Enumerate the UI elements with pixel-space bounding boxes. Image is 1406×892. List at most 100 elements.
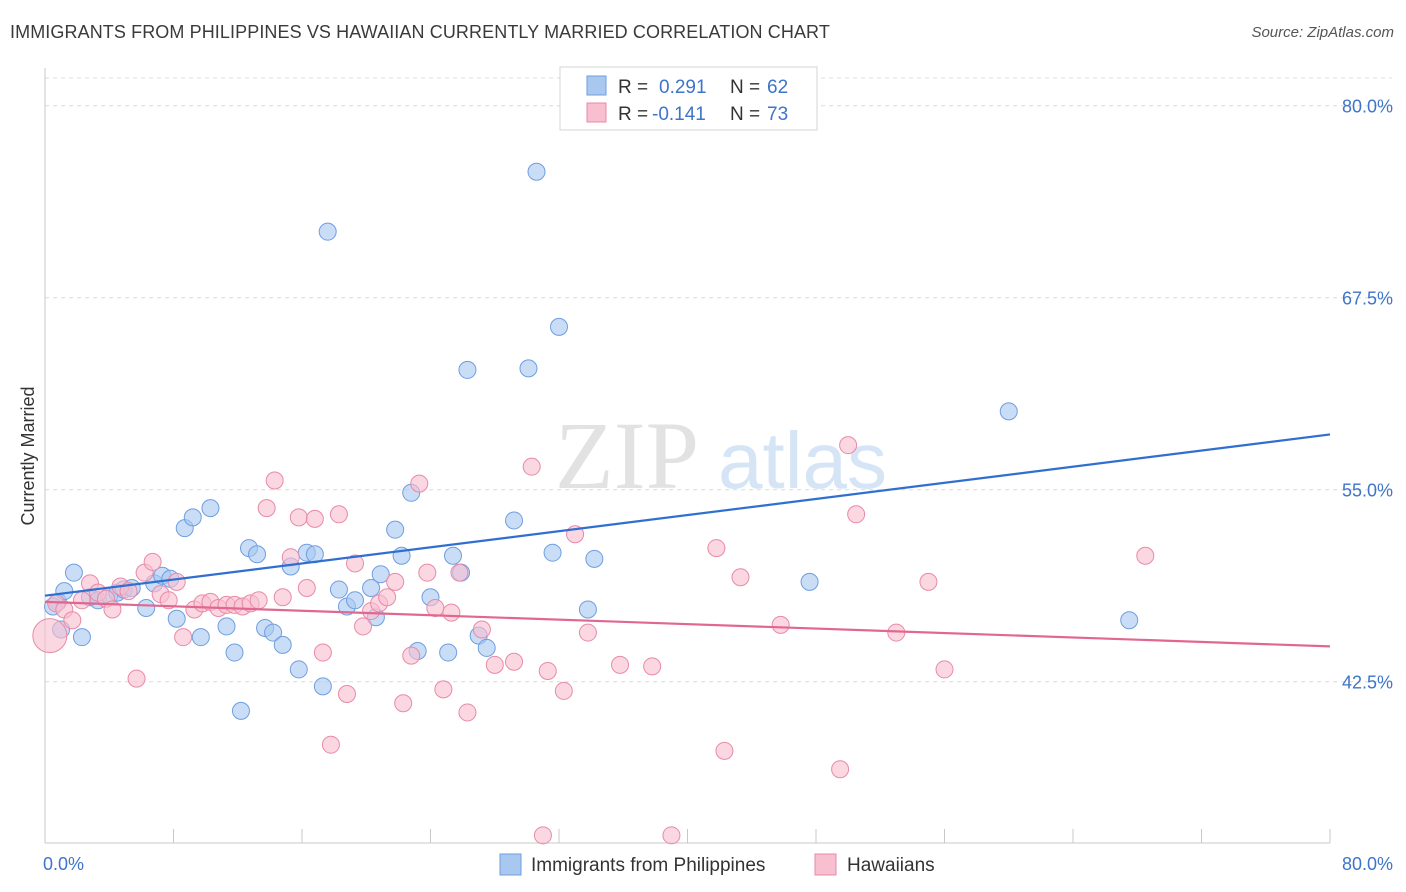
point-philippines-17 xyxy=(191,628,210,647)
point-philippines-31 xyxy=(313,677,332,696)
trend-line-hawaiians xyxy=(44,600,1331,648)
point-hawaiians-42 xyxy=(378,588,397,607)
stats-n-label-blue: N = xyxy=(730,77,760,98)
series-legend: Immigrants from Philippines Hawaiians xyxy=(499,853,935,876)
point-hawaiians-61 xyxy=(611,655,630,674)
y-tick-label-1: 55.0% xyxy=(1342,481,1393,501)
point-hawaiians-69 xyxy=(847,505,866,524)
point-hawaiians-48 xyxy=(426,598,445,617)
point-philippines-20 xyxy=(225,643,244,662)
point-hawaiians-15 xyxy=(159,591,178,610)
point-philippines-36 xyxy=(362,579,381,598)
point-hawaiians-33 xyxy=(305,509,324,528)
point-hawaiians-17 xyxy=(174,628,193,647)
stats-r-value-blue: 0.291 xyxy=(659,77,707,98)
point-philippines-47 xyxy=(458,360,477,379)
y-axis-label: Currently Married xyxy=(18,386,38,525)
point-hawaiians-35 xyxy=(321,735,340,754)
point-hawaiians-63 xyxy=(707,539,726,558)
grid-lines xyxy=(45,77,1392,683)
point-hawaiians-65 xyxy=(731,568,750,587)
point-hawaiians-31 xyxy=(289,508,308,527)
stats-legend: R = 0.291 N = 62 R = -0.141 N = 73 xyxy=(559,66,818,131)
point-hawaiians-36 xyxy=(329,505,348,524)
legend-swatch-philippines xyxy=(499,853,522,876)
point-philippines-52 xyxy=(527,162,546,181)
axes xyxy=(44,68,1331,844)
point-hawaiians-45 xyxy=(402,646,421,665)
stats-swatch-pink xyxy=(586,102,607,123)
point-hawaiians-56 xyxy=(522,457,541,476)
point-hawaiians-60 xyxy=(578,623,597,642)
point-hawaiians-39 xyxy=(354,617,373,636)
point-hawaiians-49 xyxy=(434,680,453,699)
point-hawaiians-16 xyxy=(167,572,186,591)
point-hawaiians-50 xyxy=(442,603,461,622)
point-hawaiians-43 xyxy=(386,572,405,591)
watermark: ZIP atlas xyxy=(555,402,887,509)
chart-source: Source: ZipAtlas.com xyxy=(1251,24,1394,41)
point-philippines-14 xyxy=(167,609,186,628)
stats-n-value-pink: 73 xyxy=(767,104,788,125)
point-philippines-35 xyxy=(346,591,365,610)
stats-n-label-pink: N = xyxy=(730,104,760,125)
point-hawaiians-13 xyxy=(143,552,162,571)
point-hawaiians-11 xyxy=(127,669,146,688)
point-hawaiians-3 xyxy=(63,611,82,630)
point-hawaiians-0 xyxy=(32,618,68,654)
point-hawaiians-29 xyxy=(273,588,292,607)
stats-r-label-pink: R = xyxy=(618,104,648,125)
legend-label-philippines: Immigrants from Philippines xyxy=(531,855,765,876)
point-hawaiians-51 xyxy=(450,563,469,582)
point-philippines-19 xyxy=(217,617,236,636)
watermark-zip: ZIP xyxy=(555,402,699,509)
point-philippines-28 xyxy=(289,660,308,679)
point-hawaiians-53 xyxy=(472,620,491,639)
point-philippines-38 xyxy=(371,565,390,584)
point-hawaiians-58 xyxy=(554,681,573,700)
point-hawaiians-34 xyxy=(313,643,332,662)
point-philippines-10 xyxy=(137,598,156,617)
point-hawaiians-46 xyxy=(410,474,429,493)
point-philippines-32 xyxy=(318,222,337,241)
point-hawaiians-67 xyxy=(831,760,850,779)
point-philippines-45 xyxy=(443,546,462,565)
point-philippines-58 xyxy=(999,402,1018,421)
point-philippines-25 xyxy=(264,623,283,642)
point-philippines-33 xyxy=(329,580,348,599)
stats-r-label-blue: R = xyxy=(618,77,648,98)
point-hawaiians-54 xyxy=(485,655,504,674)
legend-swatch-hawaiians xyxy=(814,853,837,876)
point-philippines-2 xyxy=(64,563,83,582)
watermark-atlas: atlas xyxy=(718,416,887,505)
point-philippines-55 xyxy=(578,600,597,619)
stats-n-value-blue: 62 xyxy=(767,77,788,98)
point-hawaiians-75 xyxy=(662,826,681,845)
trend-line-philippines xyxy=(44,433,1331,597)
x-tick-label-0: 0.0% xyxy=(43,854,84,874)
point-hawaiians-73 xyxy=(1136,546,1155,565)
trend-lines xyxy=(44,433,1331,648)
point-hawaiians-27 xyxy=(257,499,276,518)
point-hawaiians-72 xyxy=(935,660,954,679)
point-hawaiians-66 xyxy=(771,615,790,634)
point-hawaiians-55 xyxy=(505,652,524,671)
legend-label-hawaiians: Hawaiians xyxy=(847,855,935,876)
point-hawaiians-38 xyxy=(346,554,365,573)
y-tick-label-2: 67.5% xyxy=(1342,289,1393,309)
point-philippines-18 xyxy=(201,499,220,518)
y-tick-label-3: 80.0% xyxy=(1342,97,1393,117)
y-tick-label-0: 42.5% xyxy=(1342,673,1393,693)
point-philippines-56 xyxy=(585,549,604,568)
point-hawaiians-4 xyxy=(72,591,91,610)
point-hawaiians-52 xyxy=(458,703,477,722)
point-philippines-50 xyxy=(505,511,524,530)
point-hawaiians-74 xyxy=(533,826,552,845)
data-points xyxy=(32,162,1155,845)
stats-swatch-blue xyxy=(586,75,607,96)
point-philippines-21 xyxy=(231,701,250,720)
point-hawaiians-62 xyxy=(643,657,662,676)
point-philippines-26 xyxy=(273,635,292,654)
tick-labels: 42.5% 55.0% 67.5% 80.0% 0.0% 80.0% xyxy=(43,97,1393,874)
point-hawaiians-44 xyxy=(394,694,413,713)
